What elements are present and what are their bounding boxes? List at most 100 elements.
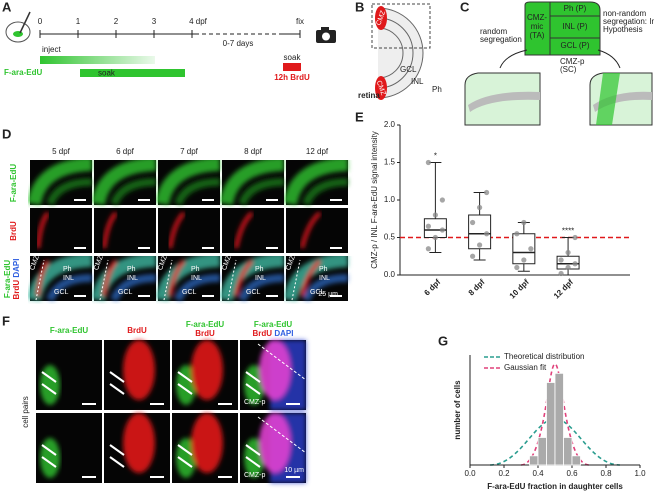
data-point [484,231,490,237]
panel-letter: E [355,109,364,124]
data-point [470,219,476,226]
data-point [477,242,483,248]
inject-bar [40,56,155,64]
needle [19,11,31,34]
scale-label: 25 µm [318,291,338,298]
arrow [597,49,621,69]
region-label: CMZ-p [244,472,265,479]
arrow [245,444,261,456]
legend-label: Gaussian fit [504,363,547,372]
signal [302,178,349,206]
y-tick-label: 0.0 [384,270,396,279]
arrow [245,371,261,383]
stem-stripe [596,73,620,125]
region-label: Ph [432,85,442,94]
cmz-region [375,6,387,30]
x-tick-label: 0.8 [600,469,612,478]
signal [155,157,221,206]
region-label: (SC) [560,65,577,74]
y-axis-label: CMZ-p / INL F-ara-EdU signal intensity [370,131,379,269]
data-point [432,212,438,218]
arrow [177,371,193,383]
signal [174,274,221,302]
region-label: GCL [310,289,325,296]
signal [102,259,118,297]
signal [110,274,157,302]
retina-layer [377,27,404,79]
column-header: F-ara-EdU [186,320,224,329]
caption: segregation [480,35,522,44]
panel-letter: B [355,0,364,14]
signal [46,178,93,206]
column-header: 12 dpf [306,147,329,156]
signal [91,253,157,302]
y-tick-label: 1.5 [384,158,396,167]
data-point [572,261,578,267]
histogram-bar [537,437,547,466]
data-point [425,159,431,166]
retina-label: retina [358,91,380,100]
panel-letter: G [438,333,448,348]
region-label: Ph [63,266,72,273]
boundary [227,259,237,301]
boundary [163,259,173,301]
tick-label: 2 [114,17,119,26]
tick-label: 4 dpf [189,17,208,26]
micrograph-signal [91,157,157,206]
cmz-diagram [524,1,601,56]
signal [123,340,155,400]
y-tick-label: 2.0 [384,120,396,129]
column-header: 5 dpf [52,147,71,156]
column-header: BrdU [195,329,215,338]
arrow [41,456,57,468]
arrow [41,383,57,395]
cmz-region [375,76,387,100]
caption: random [480,27,507,36]
region-label: INL (P) [562,22,587,31]
signal [300,259,322,297]
histogram-bar [529,455,539,466]
boundary [257,416,307,454]
region-label: INL [255,275,266,282]
signal [110,178,157,206]
data-point [439,197,445,203]
data-point [514,231,520,237]
region-label: Ph [255,266,264,273]
caption: Hypothesis [603,25,643,34]
row-label: DAPI [12,259,21,278]
edu-label: F-ara-EdU [4,68,42,77]
signal [155,253,221,302]
row-label: F-ara-EdU [9,164,18,202]
scale-label: 10 µm [284,467,304,474]
micrograph-signal [234,211,254,249]
signal [123,413,155,473]
arrow [245,456,261,468]
histogram-bar [546,382,556,466]
x-tick-label: 12 dpf [552,277,575,300]
region-label: GCL [400,65,417,74]
region-label: GCL [118,289,133,296]
region-label: GCL (P) [560,41,589,50]
camera-icon [322,32,330,41]
data-point [558,270,564,277]
signal [259,413,291,473]
row-label: BrdU [12,280,21,300]
panel-letter: A [2,0,12,14]
region-label: Ph [191,266,200,273]
region-label: (TA) [530,31,545,40]
tick-label: 3 [152,17,157,26]
tick-label: 0 [38,17,43,26]
histogram-bar [571,455,581,466]
micrograph-signal [219,253,285,302]
data-point [470,253,476,259]
signal [27,253,93,302]
region-label: Ph [319,266,328,273]
histogram-bar [554,372,564,466]
signal [168,211,186,249]
legend-label: Theoretical distribution [504,352,584,361]
data-point [521,219,527,226]
data-point [572,234,578,241]
micrograph-signal [168,211,186,249]
data-point [565,249,571,256]
zoom-box [371,3,431,49]
